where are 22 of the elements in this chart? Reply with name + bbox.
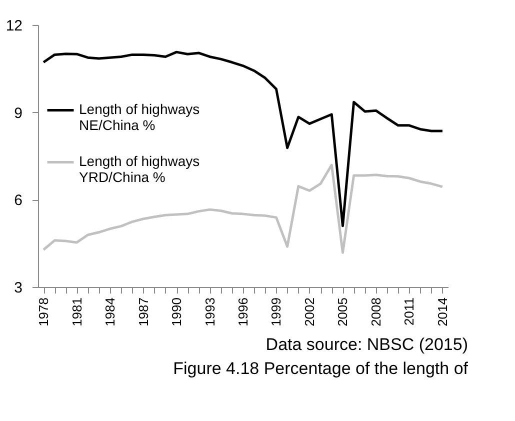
line-series [42,50,444,228]
x-tick-label: 1999 [268,298,284,326]
x-tick-label: 1981 [69,298,84,326]
y-tick-label: 3 [14,280,22,296]
y-tick-label: 12 [6,18,22,34]
caption: Figure 4.18 Percentage of the length of [173,359,468,378]
x-tick-label: 2014 [434,298,450,326]
x-tick-label: 1990 [169,298,184,326]
legend-label: Length of highways YRD/China % [79,153,200,186]
x-tick-label: 2005 [335,298,350,326]
source-note: Data source: NBSC (2015) [266,335,468,354]
y-tick-label: 9 [14,104,22,122]
y-tick-label: 6 [14,192,22,210]
x-tick-label: 1984 [102,298,118,326]
x-tick-label: 1987 [136,298,151,326]
x-tick-label: 2002 [302,298,317,326]
x-tick-label: 2011 [402,298,417,326]
x-tick-label: 1993 [202,298,218,326]
x-tick-label: 1978 [36,298,52,326]
x-tick-label: 1996 [236,298,250,326]
x-tick-label: 2008 [368,298,384,326]
legend-label: Length of highways NE/China % [79,101,200,134]
